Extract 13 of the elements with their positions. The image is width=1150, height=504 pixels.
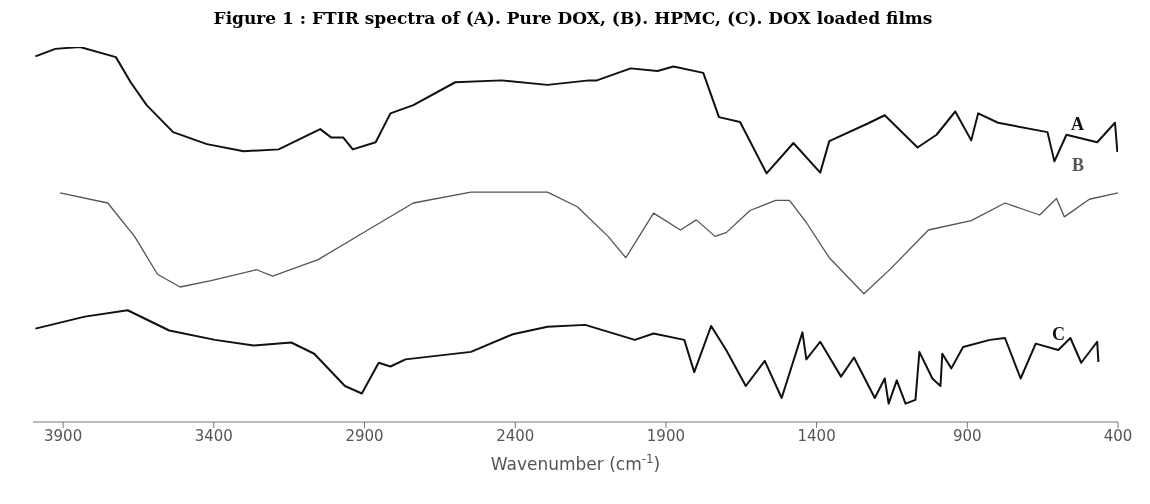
x-tick-label: 1900 — [646, 426, 686, 445]
series-label: A — [1070, 114, 1084, 134]
x-axis-title: Wavenumber (cm$^{-1}$) — [490, 452, 661, 474]
series-label: C — [1051, 324, 1065, 344]
x-tick-label: 2900 — [345, 426, 384, 445]
x-tick-label: 2400 — [496, 426, 535, 445]
series-label: B — [1071, 154, 1085, 175]
x-tick-label: 1400 — [797, 426, 836, 445]
x-tick-label: 400 — [1103, 426, 1133, 445]
x-tick-label: 3900 — [44, 426, 83, 445]
x-tick-label: 900 — [952, 426, 982, 445]
x-tick-label: 3400 — [194, 426, 233, 445]
chart-title: Figure 1 : FTIR spectra of (A). Pure DOX, (B). HPMC, (C). DOX loaded films — [212, 8, 934, 30]
